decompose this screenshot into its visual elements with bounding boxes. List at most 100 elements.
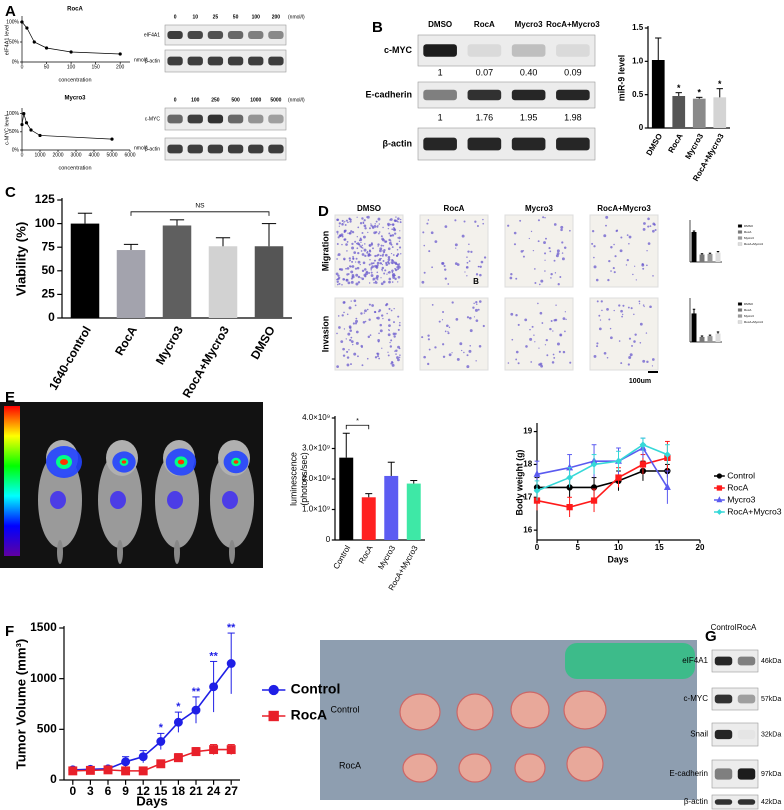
marker <box>226 745 236 755</box>
marker <box>20 122 24 127</box>
panel-letter: B <box>372 19 383 36</box>
stained-cell <box>349 220 352 223</box>
stained-cell <box>651 358 655 361</box>
bar <box>692 98 706 128</box>
blot-strip <box>164 137 287 161</box>
stained-cell <box>352 322 355 325</box>
stained-cell <box>469 329 473 333</box>
stained-cell <box>341 314 344 317</box>
stained-cell <box>476 224 479 228</box>
stained-cell <box>382 238 385 242</box>
signal-peak <box>121 460 127 464</box>
inset-label: B <box>473 277 479 286</box>
stained-cell <box>368 271 371 274</box>
marker <box>615 474 622 481</box>
panel-letter: F <box>5 623 14 640</box>
series-line <box>536 443 668 492</box>
tumor <box>456 693 494 731</box>
x-tick-label: 50 <box>44 64 50 70</box>
x-tick-label: 24 <box>207 784 221 798</box>
stained-cell <box>363 312 366 314</box>
stained-cell <box>563 246 567 250</box>
stained-cell <box>376 267 378 270</box>
blot-band <box>227 144 244 154</box>
stained-cell <box>361 277 365 281</box>
stained-cell <box>478 300 482 303</box>
stained-cell <box>356 236 358 238</box>
stained-cell <box>379 254 382 257</box>
stained-cell <box>355 330 359 334</box>
stained-cell <box>367 231 369 234</box>
band-quantification: 1.76 <box>476 112 494 122</box>
legend-marker <box>716 509 723 515</box>
stained-cell <box>358 239 361 242</box>
stained-cell <box>431 266 433 269</box>
stained-cell <box>381 347 383 349</box>
stained-cell <box>357 226 360 229</box>
x-tick-label: 6000 <box>124 152 135 158</box>
stained-cell <box>643 222 646 225</box>
lane-label: RocA+Mycro3 <box>546 20 600 29</box>
stained-cell <box>621 315 623 318</box>
micrograph <box>504 214 574 288</box>
stained-cell <box>397 315 400 318</box>
stained-cell <box>341 243 343 246</box>
stained-cell <box>377 243 380 246</box>
stained-cell <box>639 322 643 326</box>
stained-cell <box>356 266 360 270</box>
marker <box>173 753 183 763</box>
stained-cell <box>427 334 430 337</box>
stained-cell <box>345 338 347 340</box>
stained-cell <box>642 304 645 306</box>
stained-cell <box>337 254 339 256</box>
stained-cell <box>358 243 360 245</box>
legend-label: Control <box>727 470 755 480</box>
blot-strip <box>164 107 287 131</box>
bar <box>384 475 399 540</box>
stained-cell <box>353 251 357 254</box>
band-quantification: 0.09 <box>564 67 582 77</box>
panel-letter: E <box>5 389 15 406</box>
stained-cell <box>397 328 400 331</box>
category-label: RocA+Mycro3 <box>180 323 232 400</box>
stained-cell <box>639 342 642 344</box>
blot-band <box>167 114 183 124</box>
stained-cell <box>378 231 381 233</box>
significance-mark: * <box>718 79 722 89</box>
stained-cell <box>515 358 518 361</box>
stained-cell <box>348 257 351 260</box>
x-tick-label: 1000 <box>34 152 45 158</box>
stained-cell <box>349 259 351 262</box>
stained-cell <box>398 236 401 240</box>
stained-cell <box>376 261 380 265</box>
legend-label: RocA <box>727 482 748 492</box>
stained-cell <box>442 311 445 314</box>
stained-cell <box>376 271 379 274</box>
stained-cell <box>346 363 350 367</box>
stained-cell <box>395 353 397 355</box>
stained-cell <box>357 281 361 284</box>
stained-cell <box>608 318 611 321</box>
stained-cell <box>368 303 371 306</box>
stained-cell <box>423 271 426 274</box>
x-tick-label: 0 <box>21 152 24 158</box>
stained-cell <box>529 337 533 341</box>
stained-cell <box>628 235 632 239</box>
stained-cell <box>338 222 342 225</box>
stained-cell <box>477 308 480 311</box>
stained-cell <box>378 357 381 360</box>
stained-cell <box>565 318 567 321</box>
legend-swatch <box>737 314 743 318</box>
legend-swatch <box>737 242 743 246</box>
blot-band <box>714 799 733 805</box>
stained-cell <box>552 353 555 356</box>
stained-cell <box>355 273 359 277</box>
stained-cell <box>447 332 450 335</box>
stained-cell <box>336 280 339 283</box>
blot-row-label: β-actin <box>383 138 413 148</box>
stained-cell <box>628 356 632 359</box>
stained-cell <box>346 267 350 270</box>
stained-cell <box>544 259 546 261</box>
lane-label: 0 <box>174 97 177 103</box>
